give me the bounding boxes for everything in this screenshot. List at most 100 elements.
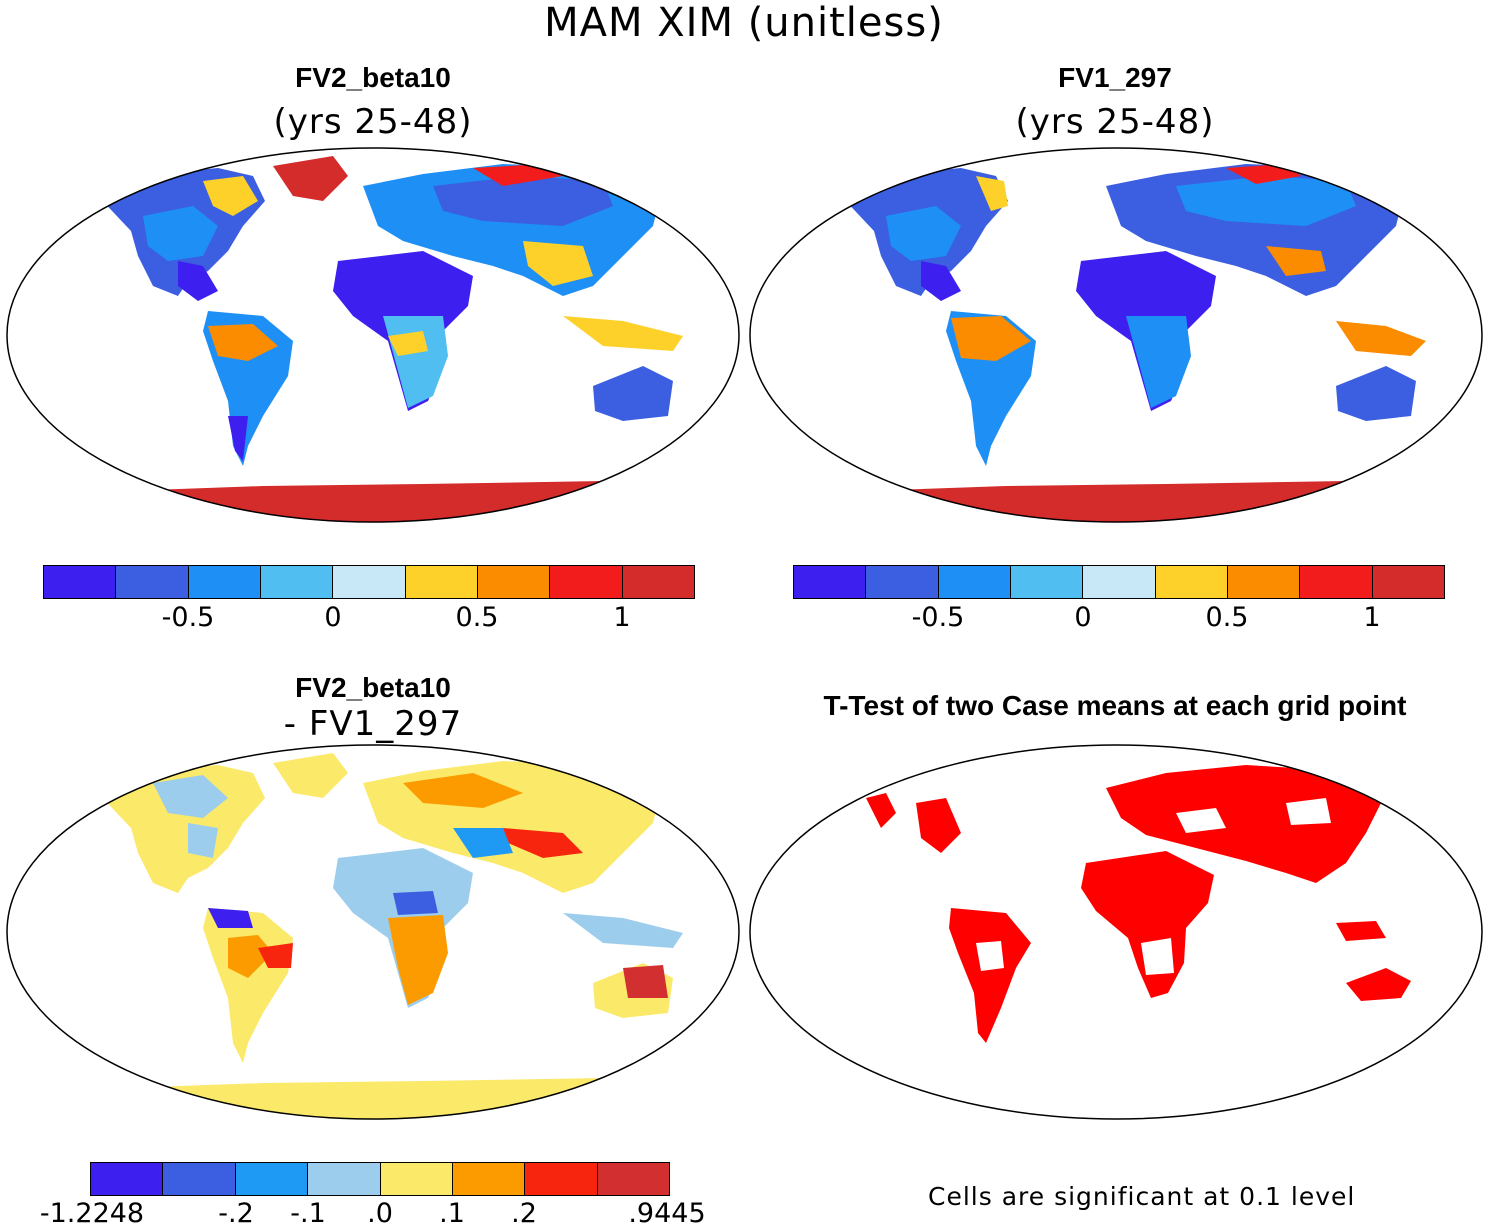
brazil-east [258,943,293,968]
map-ttest [749,744,1483,1120]
south-america [203,908,293,1063]
colorbar-fv2-tick: 1 [613,602,631,633]
central-asia [523,241,593,286]
colorbar-diff [90,1162,670,1196]
colorbar-diff-swatch [163,1163,236,1195]
significant-region [866,793,896,828]
colorbar-diff-tick: -1.2248 [39,1198,145,1229]
map-fv2 [6,147,740,523]
canada-east [203,176,258,216]
colorbar-diff-tick: .0 [367,1198,393,1229]
colorbar-fv2-tick: 0.5 [455,602,499,633]
amazon [208,324,278,361]
australia-north [623,965,668,998]
colorbar-fv1-swatch [866,566,939,598]
central-america [178,261,218,301]
africa-central [388,331,428,356]
insignificant-region [1141,938,1174,975]
insignificant-region [1286,798,1331,825]
panel-fv2-title: FV2_beta10 [295,62,451,93]
map-fv1-land [750,156,1482,522]
significant-region [916,798,961,853]
antarctica [7,481,739,522]
colorbar-fv1-swatch [1155,566,1228,598]
map-diff-border [6,744,740,1120]
significant-region [949,908,1031,1043]
colorbar-fv2-swatch [550,566,623,598]
colorbar-fv1-tick: -0.5 [911,602,965,633]
arctic-russia [473,164,563,186]
se-asia [563,913,683,948]
canada-east [976,176,1008,211]
colorbar-fv1-swatch [938,566,1011,598]
patagonia [228,416,248,461]
significant-region [1081,851,1214,998]
colorbar-fv2-tick: 0 [324,602,342,633]
significant-region [1106,765,1386,883]
central-asia [1266,246,1326,276]
figure-title: MAM XIM (unitless) [544,0,944,46]
central-asia [503,828,583,858]
significant-region [1346,968,1411,1001]
insignificant-region [1176,808,1226,833]
colorbar-fv1-tick: 1 [1363,602,1381,633]
se-asia [1336,321,1426,356]
colorbar-diff-swatch [235,1163,309,1195]
siberia [433,176,613,226]
colorbar-fv1-swatch [1083,566,1156,598]
panel-diff-title: FV2_beta10 [295,672,451,703]
map-fv2-land [7,156,739,522]
colorbar-fv2-swatch [622,566,694,598]
colorbar-diff-tick: -.2 [218,1198,254,1229]
colorbar-diff-swatch [597,1163,669,1195]
colorbar-fv2-swatch [44,566,117,598]
colorbar-fv1-tick: 0 [1074,602,1092,633]
colorbar-fv2-tick: -0.5 [161,602,215,633]
significance-note: Cells are significant at 0.1 level [928,1182,1356,1211]
colorbar-diff-tick: .2 [511,1198,537,1229]
colorbar-fv1-swatch [1372,566,1444,598]
colorbar-diff-swatch [380,1163,453,1195]
greenland [1016,156,1091,201]
se-asia [563,316,683,351]
russia-west [403,773,523,808]
canada [153,775,228,818]
insignificant-region [976,941,1004,971]
significant-region [1336,921,1386,941]
map-fv1 [749,147,1483,523]
panel-fv2-subtitle: (yrs 25-48) [273,102,473,142]
colorbar-fv2-swatch [116,566,189,598]
colorbar-diff-swatch [525,1163,598,1195]
australia [1336,366,1416,421]
panel-ttest-title: T-Test of two Case means at each grid po… [823,690,1407,721]
panel-fv1-subtitle: (yrs 25-48) [1015,102,1215,142]
greenland [273,156,348,201]
colorbar-fv2-swatch [260,566,334,598]
africa-south [388,915,448,1005]
north-america-central [143,206,218,261]
colorbar-diff-tick: .1 [439,1198,465,1229]
colorbar-diff-swatch [308,1163,381,1195]
colorbar-fv2-swatch [333,566,406,598]
map-ttest-border [749,744,1483,1120]
colorbar-fv1 [793,565,1445,599]
colorbar-diff-swatch [452,1163,526,1195]
panel-diff-subtitle: - FV1_297 [283,704,463,744]
central-america [921,261,961,301]
antarctica [7,1078,739,1119]
colorbar-fv2 [43,565,695,599]
greenland [273,753,348,798]
colorbar-fv1-swatch [1227,566,1301,598]
north-america-central [886,206,961,261]
brazil [228,935,273,978]
map-ttest-land [866,765,1411,1043]
siberia [1176,176,1356,226]
colorbar-fv1-swatch [1010,566,1084,598]
amazon-north [208,908,253,928]
africa-south [383,316,448,408]
africa-central [393,891,438,915]
colorbar-diff-tick: .9445 [628,1198,706,1229]
colorbar-fv1-tick: 0.5 [1205,602,1249,633]
map-diff-land [7,753,739,1119]
amazon [951,316,1031,361]
